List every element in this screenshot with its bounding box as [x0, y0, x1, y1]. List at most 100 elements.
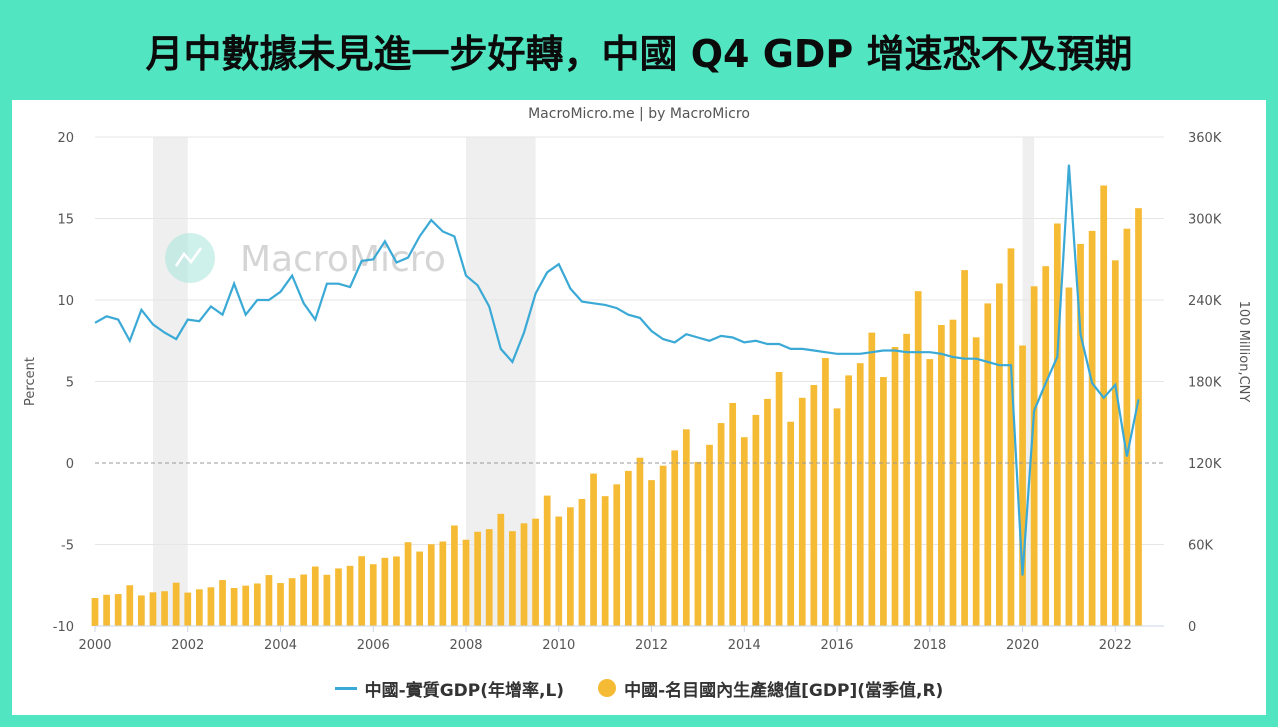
gdp-bar[interactable]	[404, 542, 412, 626]
gdp-bar[interactable]	[833, 408, 841, 626]
gdp-bar[interactable]	[880, 377, 887, 626]
gdp-bar[interactable]	[184, 592, 192, 626]
gdp-bar[interactable]	[497, 513, 505, 626]
gdp-bar[interactable]	[288, 578, 296, 626]
gdp-bar[interactable]	[775, 371, 783, 626]
gdp-bar[interactable]	[740, 437, 748, 626]
gdp-bar[interactable]	[358, 556, 366, 626]
gdp-bar[interactable]	[91, 598, 99, 626]
gdp-bar[interactable]	[1053, 223, 1061, 627]
gdp-bar[interactable]	[485, 529, 493, 626]
legend-dot-icon	[598, 679, 617, 697]
gdp-bar[interactable]	[926, 359, 934, 626]
legend-line-icon	[334, 686, 357, 690]
gdp-bar[interactable]	[822, 358, 829, 626]
gdp-bar[interactable]	[335, 568, 342, 626]
gdp-bar[interactable]	[369, 564, 377, 626]
gdp-bar[interactable]	[138, 595, 145, 626]
gdp-bar[interactable]	[311, 566, 319, 626]
right-axis-label: 100 Million,CNY	[1236, 301, 1251, 403]
gdp-bar[interactable]	[195, 589, 203, 626]
gdp-bar[interactable]	[416, 551, 424, 626]
gdp-bar[interactable]	[219, 580, 226, 626]
gdp-bar[interactable]	[427, 544, 435, 626]
gdp-bar[interactable]	[543, 495, 551, 626]
gdp-bar[interactable]	[300, 574, 308, 626]
legend-item-nominal-gdp[interactable]: 中國-名目國內生產總值[GDP](當季值,R)	[598, 676, 943, 701]
gdp-bar[interactable]	[381, 557, 389, 626]
legend-item-real-gdp[interactable]: 中國-實質GDP(年增率,L)	[334, 676, 564, 701]
gdp-bar[interactable]	[509, 531, 516, 626]
gdp-bar[interactable]	[1111, 260, 1119, 626]
gdp-bar[interactable]	[277, 583, 284, 626]
gdp-bar[interactable]	[242, 585, 250, 626]
gdp-bar[interactable]	[532, 518, 539, 626]
gdp-bar[interactable]	[868, 332, 876, 626]
gdp-bar[interactable]	[520, 523, 528, 626]
gdp-bar[interactable]	[752, 414, 760, 626]
gdp-bar[interactable]	[393, 556, 400, 626]
gdp-bar[interactable]	[845, 375, 852, 626]
gdp-bar[interactable]	[1088, 230, 1096, 626]
gdp-bar[interactable]	[682, 429, 690, 626]
gdp-bar[interactable]	[590, 473, 597, 626]
gdp-bar[interactable]	[462, 539, 470, 626]
gdp-bar[interactable]	[636, 457, 644, 626]
gdp-bar[interactable]	[578, 498, 586, 626]
gdp-bar[interactable]	[103, 594, 110, 626]
gdp-bar[interactable]	[938, 324, 945, 626]
legend-label-nominal-gdp: 中國-名目國內生產總值[GDP](當季值,R)	[624, 680, 944, 701]
gdp-bar[interactable]	[265, 575, 273, 626]
gdp-bar[interactable]	[995, 283, 1003, 626]
gdp-bar[interactable]	[984, 303, 992, 626]
gdp-bar[interactable]	[567, 507, 574, 626]
gdp-bar[interactable]	[149, 592, 157, 626]
gdp-bar[interactable]	[451, 525, 458, 626]
gdp-bar[interactable]	[914, 291, 922, 626]
gdp-bar[interactable]	[624, 470, 632, 626]
gdp-bar[interactable]	[949, 319, 957, 626]
gdp-bar[interactable]	[1042, 266, 1050, 626]
gdp-bar[interactable]	[253, 583, 261, 626]
gdp-bar[interactable]	[972, 337, 980, 626]
gdp-bar[interactable]	[729, 402, 737, 626]
gdp-bar[interactable]	[1100, 185, 1108, 626]
gdp-bar[interactable]	[172, 582, 180, 626]
gdp-bar[interactable]	[323, 574, 331, 626]
gdp-bar[interactable]	[1030, 286, 1038, 626]
gdp-bar[interactable]	[1077, 243, 1084, 627]
gdp-bar[interactable]	[601, 496, 609, 626]
gdp-bar[interactable]	[961, 270, 968, 626]
gdp-bar[interactable]	[856, 363, 864, 626]
gdp-bar[interactable]	[764, 398, 771, 626]
gdp-bar[interactable]	[694, 461, 702, 626]
gdp-bar[interactable]	[126, 585, 134, 626]
gdp-bar[interactable]	[474, 531, 481, 626]
gdp-bar[interactable]	[891, 346, 899, 626]
gdp-bar[interactable]	[439, 541, 447, 626]
gdp-bar[interactable]	[1065, 287, 1073, 626]
gdp-bar[interactable]	[1007, 248, 1015, 626]
gdp-bar[interactable]	[613, 484, 621, 626]
gdp-bar[interactable]	[1123, 228, 1131, 626]
x-tick-label: 2018	[913, 638, 946, 653]
gdp-bar[interactable]	[903, 333, 910, 626]
gdp-bar[interactable]	[555, 516, 563, 626]
gdp-bar[interactable]	[706, 444, 713, 626]
gdp-bar[interactable]	[648, 480, 655, 626]
gdp-bar[interactable]	[717, 423, 725, 626]
gdp-bar[interactable]	[207, 587, 215, 626]
gdp-bar[interactable]	[671, 450, 679, 626]
gdp-bar[interactable]	[1135, 208, 1142, 626]
gdp-bar[interactable]	[810, 385, 818, 626]
gdp-bar[interactable]	[787, 421, 795, 626]
right-tick-label: 0	[1188, 620, 1196, 635]
watermark-chart-icon	[174, 247, 203, 267]
gdp-bar[interactable]	[346, 565, 354, 626]
gdp-bar[interactable]	[230, 587, 238, 626]
gdp-bar[interactable]	[1019, 345, 1026, 626]
gdp-bar[interactable]	[114, 594, 122, 626]
gdp-bar[interactable]	[798, 397, 806, 626]
gdp-bar[interactable]	[161, 591, 168, 626]
gdp-bar[interactable]	[659, 465, 667, 626]
